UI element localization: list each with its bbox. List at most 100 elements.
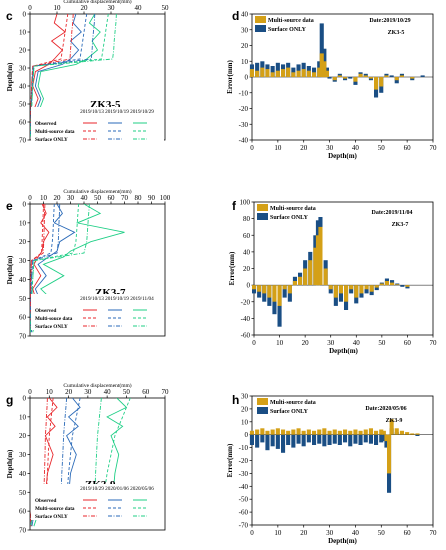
y-tick-label: 20: [19, 238, 27, 246]
x-tick-label: 40: [81, 194, 89, 202]
x-tick-label: 10: [40, 194, 48, 202]
bar-multi-source: [312, 72, 317, 77]
y-tick-label: 10: [19, 29, 27, 37]
legend-row-label: Multi-source data: [35, 506, 75, 512]
plot-frame: [29, 397, 166, 531]
bar-multi-source: [332, 77, 337, 81]
bar-multi-source: [277, 285, 282, 306]
y-tick-label: 10: [241, 418, 249, 426]
bar-multi-source: [252, 285, 257, 290]
bar-multi-source: [394, 77, 399, 81]
y-axis-label: Error(mm): [228, 251, 236, 285]
x-tick-label: 80: [135, 194, 143, 202]
x-tick-label: 40: [135, 4, 143, 12]
bar-multi-source: [358, 73, 363, 77]
legend-row-label: Observed: [35, 121, 56, 127]
bar-multi-source: [275, 70, 280, 77]
bar-surface-only: [265, 434, 270, 451]
bar-surface-only: [255, 434, 260, 448]
bar-multi-source: [389, 419, 394, 435]
bar-multi-source: [405, 285, 410, 287]
bar-multi-source: [415, 433, 420, 435]
x-axis-label: Cumulative displacement(mm): [63, 0, 131, 5]
bar-multi-source: [348, 430, 353, 435]
legend-bg: [31, 294, 164, 330]
bar-multi-source: [308, 260, 313, 286]
legend-bg: [31, 484, 164, 520]
y-tick-label: 40: [243, 248, 251, 256]
legend-date: 2019/10/29: [130, 109, 154, 115]
panel-d: d 0 10 20 30 40 50 60 70 Depth(m) -40 -30 -20 -10 0 10 2…: [226, 9, 437, 160]
bar-multi-source: [332, 429, 337, 435]
y-tick-label: 0: [247, 282, 251, 290]
y-tick-label: 20: [243, 265, 251, 273]
x-tick-label: 20: [300, 529, 308, 537]
x-tick-label: 10: [274, 144, 282, 152]
bar-surface-only: [292, 276, 297, 286]
bar-multi-source: [333, 285, 338, 298]
panel-c: c 0 10 20 30 40 50 Cumulative displacement(mm) 0…: [6, 0, 169, 145]
panel-f: f 0 10 20 30 40 50 60 70 Depth(m) -60 -40 -20 0 20 40 60…: [228, 199, 437, 356]
bar-surface-only: [368, 434, 373, 444]
bar-multi-source: [399, 430, 404, 435]
date-label: Date:2019/11/04: [372, 210, 413, 216]
x-tick-label: 10: [274, 529, 282, 537]
x-tick-label: 10: [54, 4, 62, 12]
x-tick-label: 10: [46, 388, 54, 396]
bar-surface-only: [384, 434, 389, 448]
bar-multi-source: [374, 77, 379, 90]
bar-surface-only: [374, 434, 379, 445]
series-line-surface-only20191013: [30, 14, 74, 137]
y-tick-label: -70: [239, 522, 249, 530]
series-line-surface-only20191029: [30, 14, 117, 137]
legend-swatch-surface-only: [255, 25, 266, 32]
legend-row-label: Multi-souce data: [35, 316, 73, 322]
bar-multi-source: [399, 75, 404, 77]
bar-surface-only: [282, 285, 287, 298]
legend-label: Surface ONLY: [270, 215, 309, 221]
bar-surface-only: [363, 434, 368, 443]
series-line-surface-only20200106: [30, 398, 68, 527]
bar-multi-source: [384, 434, 389, 442]
y-tick-label: -40: [241, 315, 251, 323]
y-tick-label: 0: [245, 74, 249, 82]
legend-label: Multi-source data: [268, 18, 314, 24]
bar-multi-source: [281, 69, 286, 77]
y-tick-label: 0: [245, 431, 249, 439]
bar-surface-only: [332, 434, 337, 444]
legend: 2019/10/29 2020/01/06 2020/05/06 Observed Mu…: [31, 484, 164, 520]
y-tick-label: 20: [241, 405, 249, 413]
series-line-surface-only20200506: [30, 398, 102, 527]
bar-multi-source: [384, 75, 389, 77]
x-tick-label: 30: [326, 144, 334, 152]
bar-multi-source: [368, 428, 373, 435]
panel-h: h 0 10 20 30 40 50 60 70 Depth(m) -70 -60 -50 -40 -30 -…: [226, 393, 437, 546]
legend: Multi-source data Surface ONLY: [257, 398, 316, 415]
bar-multi-source: [296, 70, 301, 77]
x-tick-label: 30: [326, 529, 334, 537]
y-tick-label: 40: [19, 83, 27, 91]
x-tick-label: 20: [300, 144, 308, 152]
y-tick-label: 20: [241, 42, 249, 50]
y-tick-label: -50: [239, 496, 249, 504]
bar-multi-source: [390, 282, 395, 286]
plot-frame: [251, 395, 434, 526]
y-tick-label: 70: [19, 527, 27, 535]
legend-row-label: Observed: [35, 498, 56, 504]
x-tick-label: 60: [108, 194, 116, 202]
bar-multi-source: [286, 430, 291, 435]
bar-surface-only: [312, 434, 317, 445]
bar-multi-source: [265, 69, 270, 77]
x-tick-label: 70: [430, 339, 438, 347]
y-tick-label: 50: [19, 489, 27, 497]
bar-surface-only: [275, 62, 280, 77]
series-line-multi-source-data20191104: [30, 204, 80, 333]
legend-date: 2019/10/19: [105, 109, 129, 115]
legend-date: 2019/10/29: [80, 486, 104, 492]
y-tick-label: 30: [241, 393, 249, 401]
bar-surface-only: [291, 434, 296, 448]
bar-multi-source: [359, 285, 364, 294]
bar-multi-source: [394, 428, 399, 435]
bar-surface-only: [249, 434, 254, 445]
